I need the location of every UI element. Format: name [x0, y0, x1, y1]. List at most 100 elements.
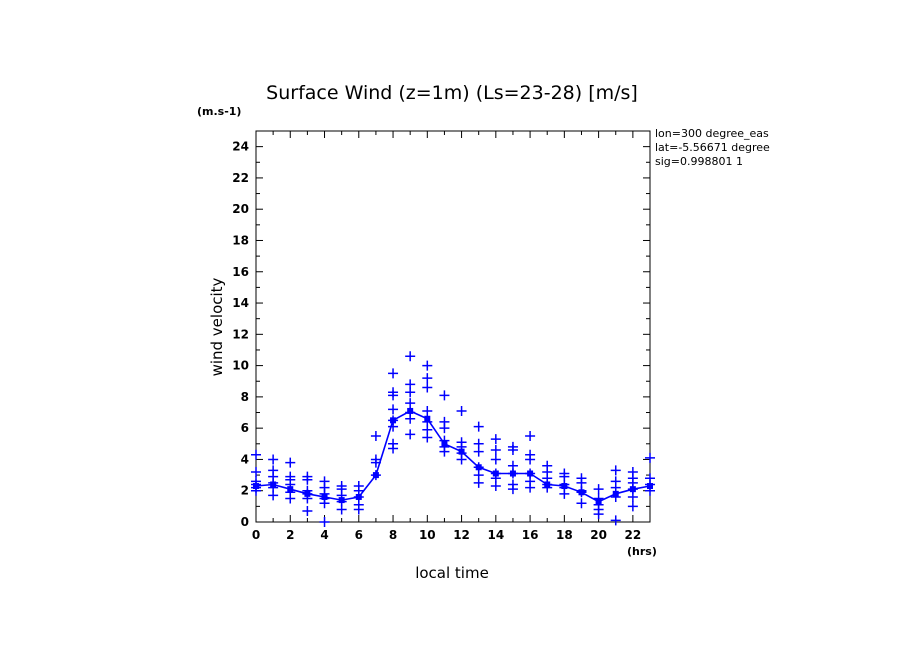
y-tick-label: 18: [232, 233, 249, 247]
sample-marker: [405, 398, 416, 409]
sample-marker: [388, 443, 399, 454]
sample-marker: [542, 482, 553, 493]
sample-marker: [610, 515, 621, 526]
sample-marker: [490, 454, 501, 465]
y-tick-label: 20: [232, 202, 249, 216]
sample-marker: [576, 498, 587, 509]
sample-marker: [285, 457, 296, 468]
sample-marker: [251, 449, 261, 460]
y-tick-label: 0: [241, 515, 249, 529]
sample-marker: [388, 421, 399, 432]
x-tick-label: 16: [522, 528, 539, 542]
sample-marker: [422, 405, 433, 416]
sample-marker: [422, 360, 433, 371]
x-tick-label: 20: [590, 528, 607, 542]
sample-marker: [610, 465, 621, 476]
sample-marker: [405, 429, 416, 440]
sample-marker: [593, 484, 604, 495]
sample-marker: [388, 390, 399, 401]
sample-marker: [251, 485, 261, 496]
y-tick-label: 8: [241, 390, 249, 404]
y-tick-label: 22: [232, 171, 249, 185]
y-axis-unit: (m.s-1): [197, 105, 241, 118]
info-line-sig: sig=0.998801 1: [655, 155, 743, 168]
sample-marker: [490, 445, 501, 456]
x-tick-label: 22: [625, 528, 642, 542]
x-axis-label: local time: [415, 564, 489, 582]
sample-marker: [422, 382, 433, 393]
y-tick-label: 2: [241, 484, 249, 498]
sample-marker: [422, 373, 433, 384]
sample-marker: [319, 517, 330, 527]
sample-marker: [610, 482, 621, 493]
chart-title: Surface Wind (z=1m) (Ls=23-28) [m/s]: [266, 82, 638, 104]
sample-marker: [456, 454, 467, 465]
mean-wind-line: [255, 410, 651, 503]
sample-marker: [422, 432, 433, 443]
x-tick-label: 2: [286, 528, 294, 542]
y-tick-label: 12: [232, 327, 249, 341]
y-tick-label: 10: [232, 359, 249, 373]
sample-marker: [525, 454, 536, 465]
sample-marker: [507, 468, 518, 479]
plot-frame: [255, 130, 651, 523]
sample-marker: [388, 368, 399, 379]
sample-marker: [507, 445, 518, 456]
sample-marker: [370, 457, 381, 468]
x-tick-label: 12: [453, 528, 470, 542]
info-line-lon: lon=300 degree_eas: [655, 127, 769, 140]
sample-marker: [268, 490, 279, 501]
sample-marker: [490, 434, 501, 445]
sample-marker: [251, 466, 261, 477]
sample-marker: [405, 351, 416, 362]
sample-marker: [439, 423, 450, 434]
sample-marker: [285, 493, 296, 504]
sample-marker: [576, 487, 587, 498]
y-tick-label: 14: [232, 296, 249, 310]
x-axis-unit: (hrs): [627, 545, 657, 558]
x-tick-label: 18: [556, 528, 573, 542]
sample-marker: [319, 498, 330, 509]
sample-marker: [302, 506, 313, 517]
info-line-lat: lat=-5.56671 degree: [655, 141, 770, 154]
sample-marker: [610, 491, 621, 502]
x-tick-label: 4: [320, 528, 328, 542]
sample-marker: [302, 493, 313, 504]
x-tick-label: 0: [252, 528, 260, 542]
sample-marker: [439, 390, 450, 401]
sample-marker: [473, 421, 484, 432]
x-tick-label: 10: [419, 528, 436, 542]
sample-marker: [302, 474, 313, 485]
sample-marker: [336, 504, 347, 515]
sample-marker: [559, 488, 570, 499]
sample-marker: [490, 481, 501, 492]
sample-marker: [627, 501, 638, 512]
x-tick-label: 8: [389, 528, 397, 542]
sample-marker: [405, 413, 416, 424]
sample-marker: [473, 477, 484, 488]
sample-marker: [370, 430, 381, 441]
y-tick-label: 24: [232, 140, 249, 154]
sample-marker: [507, 484, 518, 495]
sample-marker: [645, 485, 655, 496]
sample-marker: [370, 470, 381, 481]
sample-marker: [525, 482, 536, 493]
sample-marker: [388, 404, 399, 415]
sample-marker: [439, 446, 450, 457]
sample-marker: [353, 504, 364, 515]
sample-marker: [456, 405, 467, 416]
sample-marker: [627, 491, 638, 502]
x-tick-label: 6: [355, 528, 363, 542]
x-tick-label: 14: [487, 528, 504, 542]
sample-marker: [473, 446, 484, 457]
y-tick-label: 6: [241, 421, 249, 435]
sample-marker: [268, 454, 279, 465]
info-annotation: lon=300 degree_eas lat=-5.56671 degree s…: [655, 127, 770, 168]
y-tick-label: 4: [241, 452, 249, 466]
sample-marker: [405, 387, 416, 398]
y-axis-label: wind velocity: [208, 277, 226, 376]
sample-marker: [645, 452, 655, 463]
sample-marker: [593, 509, 604, 520]
